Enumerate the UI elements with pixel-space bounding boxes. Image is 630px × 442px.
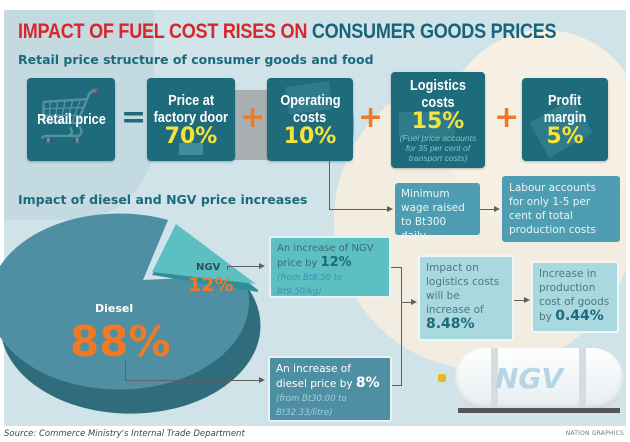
arrow-icon (259, 263, 265, 269)
title-part-red: IMPACT OF FUEL COST RISES ON (18, 20, 308, 43)
ngv-increase-box: An increase of NGV price by 12% (from Bt… (269, 236, 391, 298)
connector-line (125, 380, 259, 381)
operating-costs-label-1: Operating (279, 91, 341, 109)
pie-value-diesel: 88% (70, 317, 171, 366)
factory-door-label-2: factory door (153, 108, 229, 126)
minimum-wage-box: Minimum wage raised to Bt300 daily (395, 183, 480, 242)
section-title-impact: Impact of diesel and NGV price increases (18, 192, 308, 207)
title-part-teal: CONSUMER GOODS PRICES (311, 20, 557, 43)
connector-line (391, 267, 401, 268)
production-cost-value: 0.44% (555, 308, 604, 324)
graphics-credit: NATION GRAPHICS (565, 430, 624, 437)
logistics-impact-box: Impact on logistics costs will be increa… (418, 255, 514, 341)
factory-door-label-1: Price at (167, 91, 215, 109)
ngv-increase-detail: (from Bt8.50 to Bt9.50/kg) (277, 273, 343, 297)
logistics-costs-box: Logistics costs 15% (Fuel price accounts… (391, 72, 485, 168)
operating-costs-label-2: costs (293, 108, 327, 126)
connector-line (401, 267, 402, 385)
ngv-increase-value: 12% (320, 255, 352, 270)
operating-costs-percent: 10% (283, 123, 337, 149)
connector-line (514, 300, 526, 301)
profit-margin-percent: 5% (546, 123, 584, 149)
page-title: IMPACT OF FUEL COST RISES ON CONSUMER GO… (18, 20, 557, 44)
diesel-value: 88 (70, 317, 129, 366)
tank-band (579, 348, 586, 410)
arrow-icon (524, 297, 530, 303)
diesel-increase-detail: (from Bt30.00 to Bt32.33/litre) (276, 394, 347, 418)
arrow-icon (387, 206, 393, 212)
ngv-logo: NGV (495, 362, 564, 395)
logistics-costs-percent: 15% (411, 109, 465, 134)
fuel-share-pie-chart (0, 213, 261, 414)
pie-label-diesel: Diesel (95, 302, 134, 315)
retail-price-box: 🛒 Retail price (27, 78, 115, 161)
shopping-cart-icon: 🛒 (37, 88, 102, 146)
connector-line (329, 209, 387, 210)
arrow-icon (411, 299, 417, 305)
ngv-increase-text: An increase of NGV price by (277, 243, 374, 269)
section-subtitle: Retail price structure of consumer goods… (18, 52, 374, 67)
production-cost-text: Increase in production cost of goods by (539, 268, 610, 323)
plus-sign: + (358, 100, 384, 135)
pie-slice-diesel (0, 213, 250, 390)
logistics-costs-note: (Fuel price accounts for 35 per cent of … (399, 133, 477, 163)
pie-slice-ngv (152, 224, 256, 284)
labour-share-box: Labour accounts for only 1-5 per cent of… (502, 176, 620, 242)
diesel-increase-value: 8% (355, 375, 380, 391)
ngv-tank-graphic: NGV (455, 348, 623, 410)
tank-base (458, 408, 620, 413)
diesel-increase-box: An increase of diesel price by 8% (from … (268, 356, 392, 422)
ngv-value: 12 (188, 274, 215, 296)
pie-value-ngv: 12% (188, 274, 234, 296)
pie-label-ngv: NGV (196, 262, 221, 273)
logistics-impact-value: 8.48% (426, 316, 475, 332)
diesel-increase-text: An increase of diesel price by (276, 363, 353, 390)
connector-line (125, 360, 126, 380)
arrow-icon (259, 377, 265, 383)
valve-icon (438, 374, 446, 382)
connector-line (392, 385, 402, 386)
connector-line (227, 266, 259, 267)
connector-line (329, 161, 330, 209)
truck-icon (399, 112, 455, 138)
profit-margin-label-1: Profit (548, 91, 582, 109)
connector-line (401, 302, 411, 303)
plus-sign: + (494, 100, 520, 135)
factory-door-box: Price at factory door 70% (147, 78, 235, 161)
connector-line (480, 209, 494, 210)
retail-price-label: Retail price (36, 111, 106, 128)
logistics-impact-text: Impact on logistics costs will be increa… (426, 262, 500, 316)
profit-margin-label-2: margin (543, 108, 587, 126)
factory-door-percent: 70% (164, 123, 218, 149)
connector-line (227, 266, 228, 270)
arrow-icon (494, 206, 500, 212)
profit-margin-box: Profit margin 5% (522, 78, 608, 161)
equals-sign: = (121, 100, 147, 135)
factory-icon (179, 143, 203, 155)
tank-band (491, 348, 498, 410)
source-note: Source: Commerce Ministry's Internal Tra… (4, 429, 245, 439)
logistics-costs-label: Logistics costs (410, 77, 466, 111)
plus-sign: + (240, 100, 266, 135)
operating-costs-box: Operating costs 10% (267, 78, 353, 161)
production-cost-box: Increase in production cost of goods by … (531, 261, 619, 333)
